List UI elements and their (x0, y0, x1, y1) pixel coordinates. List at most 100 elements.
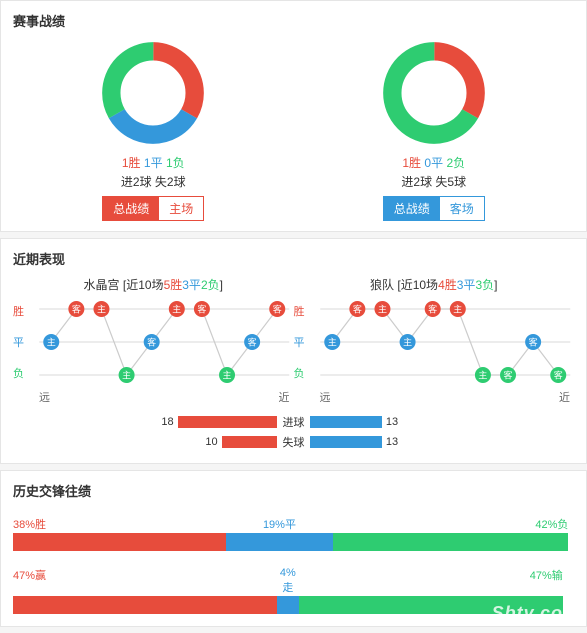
goal-label-against: 失球 (277, 434, 311, 450)
svg-text:主: 主 (403, 337, 412, 348)
teamA-name: 水晶宫 (84, 278, 120, 292)
tab-all-away[interactable]: 总战绩 (384, 197, 440, 220)
recent-form-panel: 近期表现 水晶宫 [近10场5胜3平2负] 胜 平 负 主客主主客主客主客客 远… (0, 238, 587, 464)
svg-text:客: 客 (197, 304, 206, 315)
away-draw-legend: 0平 (424, 156, 443, 170)
yl-win: 胜 (13, 303, 35, 319)
donut-row: 1胜 1平 1负 进2球 失2球 总战绩 主场 1胜 0平 2负 进2球 失5球… (13, 38, 574, 221)
h2h-seg (13, 533, 226, 551)
svg-text:主: 主 (172, 304, 181, 315)
teamB-prefix: [近10场 (397, 278, 438, 292)
svg-text:主: 主 (377, 304, 386, 315)
panel2-title: 近期表现 (13, 249, 574, 268)
h2h-seg (333, 533, 569, 551)
svg-text:主: 主 (327, 337, 336, 348)
xl-far2: 远 (320, 389, 331, 405)
h2h-label: 42%负 (333, 516, 569, 532)
chartA-xlabels: 远 近 (35, 387, 294, 405)
h2h-label: 4%走 (277, 567, 299, 595)
h2h-bar-1 (13, 596, 574, 614)
yl-loss: 负 (13, 365, 35, 381)
svg-text:主: 主 (478, 370, 487, 381)
yl-draw: 平 (13, 334, 35, 350)
yl-loss2: 负 (294, 365, 316, 381)
svg-text:客: 客 (553, 370, 562, 381)
h2h-bars: 38%胜19%平42%负 47%赢4%走47%输 (13, 516, 574, 614)
yl-draw2: 平 (294, 334, 316, 350)
xl-far: 远 (39, 389, 50, 405)
chartA-ylabels: 胜 平 负 (13, 297, 35, 387)
away-donut-chart (379, 38, 489, 148)
svg-text:主: 主 (97, 304, 106, 315)
svg-text:客: 客 (503, 370, 512, 381)
recent-home-title: 水晶宫 [近10场5胜3平2负] (13, 276, 294, 293)
svg-text:客: 客 (352, 304, 361, 315)
h2h-label: 38%胜 (13, 516, 226, 532)
away-loss-legend: 2负 (446, 156, 465, 170)
panel1-title: 赛事战绩 (13, 11, 574, 30)
home-donut-chart (98, 38, 208, 148)
goal-left-val-against: 10 (201, 436, 221, 448)
svg-text:客: 客 (72, 304, 81, 315)
chartB-ylabels: 胜 平 负 (294, 297, 316, 387)
home-legend: 1胜 1平 1负 (122, 154, 185, 171)
h2h-seg (299, 596, 563, 614)
tab-home-home[interactable]: 主场 (159, 197, 203, 220)
panel3-title: 历史交锋往绩 (13, 481, 574, 500)
goal-label-for: 进球 (277, 414, 311, 430)
away-tab-group: 总战绩 客场 (383, 196, 485, 221)
svg-text:主: 主 (223, 370, 232, 381)
xl-near: 近 (279, 389, 290, 405)
tab-away-away[interactable]: 客场 (440, 197, 484, 220)
teamA-d: 3平 (182, 278, 201, 292)
svg-text:客: 客 (528, 337, 537, 348)
chartB-wrap: 胜 平 负 主客主主客主主客客客 (294, 297, 575, 387)
chartA-svg: 主客主主客主客主客客 (35, 297, 294, 387)
home-draw-legend: 1平 (144, 156, 163, 170)
h2h-seg (226, 533, 333, 551)
home-loss-legend: 1负 (166, 156, 185, 170)
teamB-l: 3负 (475, 278, 494, 292)
h2h-seg (13, 596, 277, 614)
svg-text:主: 主 (47, 337, 56, 348)
goal-right-bar-for (310, 416, 382, 428)
goal-right-val-for: 13 (382, 416, 402, 428)
teamB-d: 3平 (457, 278, 476, 292)
teamA-prefix: [近10场 (123, 278, 164, 292)
home-goals: 进2球 失2球 (121, 173, 186, 190)
home-donut-col: 1胜 1平 1负 进2球 失2球 总战绩 主场 (13, 38, 294, 221)
h2h-panel: 历史交锋往绩 38%胜19%平42%负47%赢4%走47%输 Sbty.com (0, 470, 587, 627)
svg-text:客: 客 (428, 304, 437, 315)
xl-near2: 近 (559, 389, 570, 405)
teamB-name: 狼队 (370, 278, 394, 292)
recent-away: 狼队 [近10场4胜3平3负] 胜 平 负 主客主主客主主客客客 远 近 (294, 276, 575, 405)
goal-bars: 18 进球 13 10 失球 13 (13, 413, 574, 451)
yl-win2: 胜 (294, 303, 316, 319)
goal-left-val-for: 18 (157, 416, 177, 428)
h2h-label: 47%赢 (13, 567, 277, 595)
match-record-panel: 赛事战绩 1胜 1平 1负 进2球 失2球 总战绩 主场 1胜 0平 2负 进2… (0, 0, 587, 232)
svg-text:主: 主 (453, 304, 462, 315)
away-donut-col: 1胜 0平 2负 进2球 失5球 总战绩 客场 (294, 38, 575, 221)
goal-left-bar-for (178, 416, 277, 428)
h2h-bar-0 (13, 533, 574, 551)
chartB-xlabels: 远 近 (316, 387, 575, 405)
away-goals: 进2球 失5球 (401, 173, 466, 190)
h2h-label: 47%输 (299, 567, 563, 595)
home-tab-group: 总战绩 主场 (102, 196, 204, 221)
goal-row-for: 18 进球 13 (13, 413, 574, 431)
teamA-w: 5胜 (164, 278, 183, 292)
teamA-l: 2负 (201, 278, 220, 292)
goal-right-val-against: 13 (382, 436, 402, 448)
teamB-suffix: ] (494, 278, 497, 292)
recent-row: 水晶宫 [近10场5胜3平2负] 胜 平 负 主客主主客主客主客客 远 近 狼队… (13, 276, 574, 405)
recent-away-title: 狼队 [近10场4胜3平3负] (294, 276, 575, 293)
recent-home: 水晶宫 [近10场5胜3平2负] 胜 平 负 主客主主客主客主客客 远 近 (13, 276, 294, 405)
h2h-label: 19%平 (226, 516, 333, 532)
h2h-seg (277, 596, 299, 614)
goal-right-bar-against (310, 436, 382, 448)
tab-all-home[interactable]: 总战绩 (103, 197, 159, 220)
away-legend: 1胜 0平 2负 (402, 154, 465, 171)
teamB-w: 4胜 (438, 278, 457, 292)
goal-left-bar-against (222, 436, 277, 448)
